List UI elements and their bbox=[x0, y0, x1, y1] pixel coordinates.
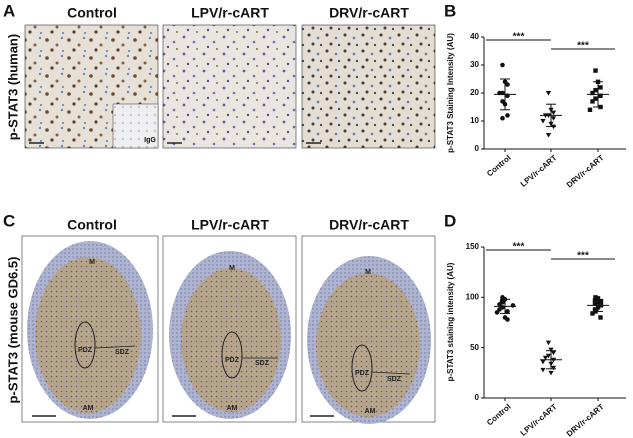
data-point bbox=[590, 90, 595, 96]
column-label: Control bbox=[67, 217, 117, 233]
data-point bbox=[500, 62, 505, 68]
data-point bbox=[505, 309, 510, 314]
region-label: PDZ bbox=[225, 357, 240, 364]
data-point bbox=[540, 119, 546, 124]
data-point bbox=[545, 133, 552, 138]
data-point bbox=[505, 317, 510, 322]
data-point bbox=[505, 113, 510, 118]
y-axis-label: p-STAT3 Staining Intensity (AU) bbox=[446, 33, 455, 153]
column-label: LPV/r-cART bbox=[191, 5, 269, 21]
embryo-image bbox=[21, 235, 159, 423]
data-point bbox=[550, 350, 557, 356]
data-point bbox=[545, 340, 552, 346]
data-point bbox=[593, 68, 598, 73]
region-label: AM bbox=[365, 408, 376, 415]
data-point bbox=[592, 298, 598, 303]
region-label: AM bbox=[227, 405, 238, 412]
region-label: PDZ bbox=[355, 370, 370, 377]
region-label: M bbox=[229, 265, 235, 272]
data-point bbox=[548, 347, 554, 353]
data-point bbox=[592, 301, 598, 306]
data-point bbox=[545, 91, 552, 96]
data-point bbox=[598, 315, 603, 320]
significance-label: *** bbox=[513, 32, 525, 43]
region-label: SDZ bbox=[387, 376, 402, 383]
region-label: M bbox=[89, 259, 95, 266]
y-tick-label: 40 bbox=[470, 32, 479, 41]
data-point bbox=[598, 299, 604, 304]
x-tick-label: Control bbox=[485, 153, 513, 178]
micrograph bbox=[301, 24, 436, 149]
data-point bbox=[593, 295, 598, 300]
data-point bbox=[548, 370, 554, 376]
region-label: PDZ bbox=[78, 347, 93, 354]
embryo-image bbox=[162, 235, 297, 423]
data-point bbox=[542, 355, 549, 361]
row-label: p-STAT3 (mouse GD6.5) bbox=[5, 257, 20, 404]
data-point bbox=[494, 310, 500, 315]
column-label: DRV/r-cART bbox=[329, 5, 409, 21]
region-label: SDZ bbox=[255, 360, 270, 367]
y-tick-label: 150 bbox=[466, 242, 480, 251]
significance-label: *** bbox=[577, 41, 589, 52]
data-point bbox=[593, 88, 598, 93]
panel-letter: B bbox=[444, 1, 456, 20]
x-tick-label: LPV/r-cART bbox=[519, 153, 559, 189]
data-point bbox=[590, 311, 595, 316]
inset bbox=[112, 103, 159, 149]
column-label: LPV/r-cART bbox=[191, 217, 269, 233]
data-point bbox=[545, 353, 552, 359]
y-tick-label: 20 bbox=[470, 88, 479, 97]
row-label: p-STAT3 (human) bbox=[5, 34, 20, 140]
data-point bbox=[598, 85, 603, 90]
region-label: M bbox=[365, 269, 371, 276]
data-point bbox=[550, 365, 557, 371]
panel-letter: C bbox=[3, 211, 15, 230]
significance-label: *** bbox=[577, 251, 589, 262]
data-point bbox=[595, 296, 601, 301]
data-point bbox=[550, 110, 557, 116]
inset-label: IgG bbox=[144, 137, 156, 144]
y-tick-label: 10 bbox=[470, 116, 479, 125]
column-label: Control bbox=[67, 5, 117, 21]
x-tick-label: DRV/r-cART bbox=[565, 153, 606, 189]
panel-letter: D bbox=[444, 211, 456, 230]
embryo-image bbox=[301, 235, 436, 424]
y-axis-label: p-STAT3 staining intensity (AU) bbox=[446, 262, 455, 381]
data-point bbox=[497, 307, 502, 312]
region-label: AM bbox=[83, 405, 94, 412]
x-tick-label: Control bbox=[485, 402, 513, 427]
data-point bbox=[540, 367, 546, 373]
y-tick-label: 100 bbox=[466, 292, 480, 301]
data-point bbox=[593, 96, 598, 101]
x-tick-label: DRV/r-cART bbox=[565, 402, 606, 438]
data-point bbox=[590, 99, 595, 104]
data-point bbox=[510, 303, 516, 308]
data-point bbox=[550, 116, 557, 121]
data-point bbox=[598, 93, 603, 98]
micrograph bbox=[162, 24, 297, 149]
data-point bbox=[540, 359, 546, 365]
significance-label: *** bbox=[513, 242, 525, 253]
region-label: SDZ bbox=[115, 349, 130, 356]
data-point bbox=[587, 107, 593, 112]
column-label: DRV/r-cART bbox=[329, 217, 409, 233]
data-point bbox=[505, 82, 510, 87]
y-tick-label: 0 bbox=[475, 393, 480, 402]
y-tick-label: 30 bbox=[470, 60, 479, 69]
panel-letter: A bbox=[3, 1, 15, 20]
x-tick-label: LPV/r-cART bbox=[519, 402, 559, 438]
data-point bbox=[497, 302, 502, 307]
y-tick-label: 50 bbox=[470, 343, 479, 352]
data-point bbox=[500, 115, 505, 121]
y-tick-label: 0 bbox=[475, 144, 480, 153]
